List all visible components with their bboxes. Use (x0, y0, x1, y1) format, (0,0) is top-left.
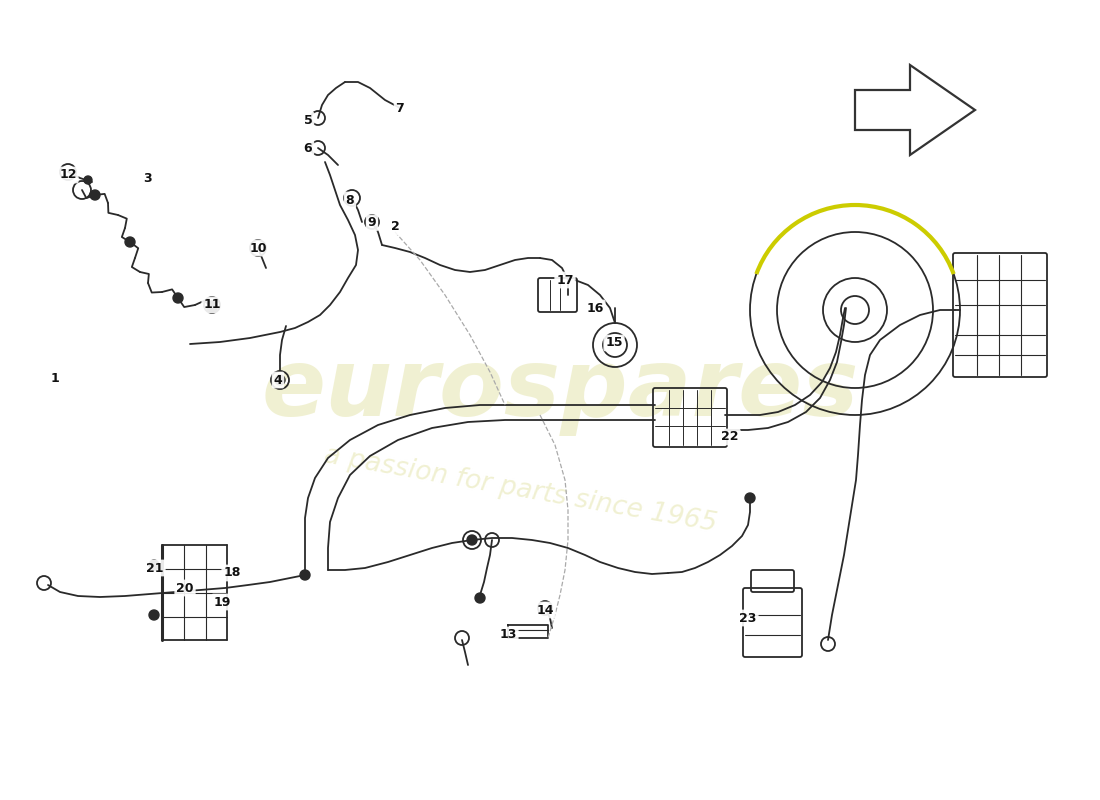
Text: 19: 19 (213, 595, 231, 609)
Circle shape (275, 375, 285, 385)
Text: 2: 2 (390, 221, 399, 234)
Circle shape (207, 303, 217, 313)
Circle shape (148, 610, 159, 620)
Circle shape (84, 176, 92, 184)
Circle shape (475, 593, 485, 603)
Text: 18: 18 (223, 566, 241, 579)
Text: 21: 21 (146, 562, 164, 574)
Text: 6: 6 (304, 142, 312, 154)
Circle shape (300, 570, 310, 580)
Circle shape (745, 493, 755, 503)
Text: 15: 15 (605, 337, 623, 350)
Text: 20: 20 (176, 582, 194, 594)
Text: 1: 1 (51, 371, 59, 385)
Text: 9: 9 (367, 217, 376, 230)
Circle shape (208, 301, 216, 309)
Text: 5: 5 (304, 114, 312, 126)
Text: 16: 16 (586, 302, 604, 314)
Text: 14: 14 (537, 603, 553, 617)
Text: eurospares: eurospares (262, 344, 859, 436)
Circle shape (90, 190, 100, 200)
Text: 4: 4 (274, 374, 283, 386)
Text: 11: 11 (204, 298, 221, 311)
Circle shape (468, 535, 477, 545)
Text: 17: 17 (557, 274, 574, 286)
Text: 7: 7 (396, 102, 405, 114)
Circle shape (148, 560, 159, 570)
Text: a passion for parts since 1965: a passion for parts since 1965 (321, 442, 718, 538)
Text: 22: 22 (722, 430, 739, 443)
Circle shape (173, 293, 183, 303)
Text: 13: 13 (499, 629, 517, 642)
Text: 3: 3 (144, 173, 152, 186)
Text: 12: 12 (59, 169, 77, 182)
Text: 8: 8 (345, 194, 354, 206)
Text: 10: 10 (250, 242, 266, 254)
Text: 23: 23 (739, 611, 757, 625)
Circle shape (125, 237, 135, 247)
